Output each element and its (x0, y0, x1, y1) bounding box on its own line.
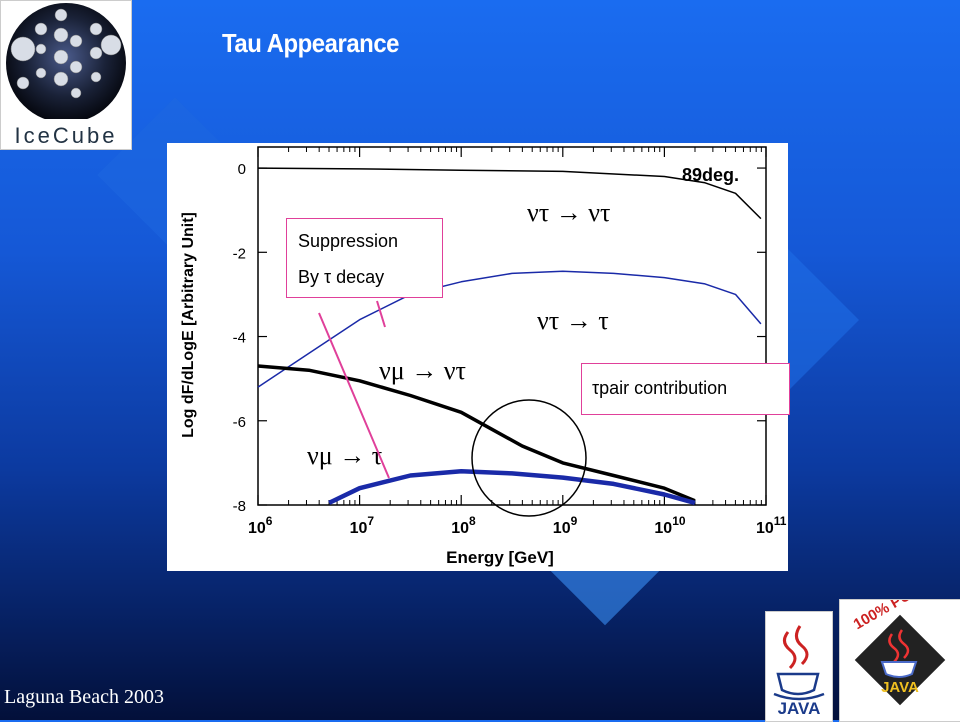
x-tick-label: 1010 (654, 514, 685, 537)
footer-text: Laguna Beach 2003 (4, 686, 164, 708)
curve-label-numu-nutau: νμ → ντ (379, 356, 466, 385)
x-tick-label: 107 (350, 514, 375, 537)
icecube-logo: IceCube (0, 0, 132, 150)
java-pure-logo-text: JAVA (881, 679, 919, 696)
pair-contribution-annotation: τpair contribution (581, 363, 790, 415)
suppression-annotation: Suppression By τ decay (286, 218, 443, 298)
x-tick-label: 106 (248, 514, 273, 537)
curves (257, 167, 762, 506)
curve-label-numu-tau: νμ → τ (307, 441, 382, 470)
series-line-3 (257, 364, 696, 503)
series-line-4 (328, 469, 696, 506)
curve-label-nutau-tau: ντ → τ (537, 306, 609, 335)
suppression-arrow (376, 300, 386, 328)
x-axis-label: Energy [GeV] (446, 548, 554, 567)
slide-title: Tau Appearance (222, 28, 400, 58)
x-tick-label: 109 (553, 514, 578, 537)
pair-contribution-circle (471, 399, 587, 517)
plot-frame (257, 146, 767, 506)
chart-title: 89deg. (682, 165, 739, 185)
y-tick-label: -4 (233, 330, 246, 347)
suppression-pointer-line (318, 312, 390, 479)
y-tick-label: 0 (238, 161, 246, 178)
y-tick-label: -2 (233, 245, 246, 262)
suppression-text-line1: Suppression (298, 231, 399, 251)
y-axis-label: Log dF/dLogE [Arbitrary Unit] (180, 212, 197, 438)
curve-label-nutau-nutau: ντ → ντ (527, 198, 610, 227)
java-pure-logo: JAVA 100% PURE (839, 599, 960, 722)
java-logo: JAVA (765, 611, 833, 722)
logo-text: IceCube (15, 123, 118, 148)
chart-panel: 0 -2 -4 -6 -8 106 107 108 109 1010 1011 89deg. Ene… (167, 143, 788, 571)
suppression-text-line2: By τ decay (298, 267, 385, 287)
series-line-1 (257, 167, 762, 220)
y-tick-label: -8 (233, 498, 246, 515)
y-tick-label: -6 (233, 414, 246, 431)
series-line-2 (257, 270, 762, 388)
x-tick-label: 108 (451, 514, 476, 537)
x-tick-label: 1011 (756, 514, 787, 537)
java-logo-text: JAVA (778, 699, 821, 718)
pair-contribution-text: τpair contribution (592, 378, 728, 398)
